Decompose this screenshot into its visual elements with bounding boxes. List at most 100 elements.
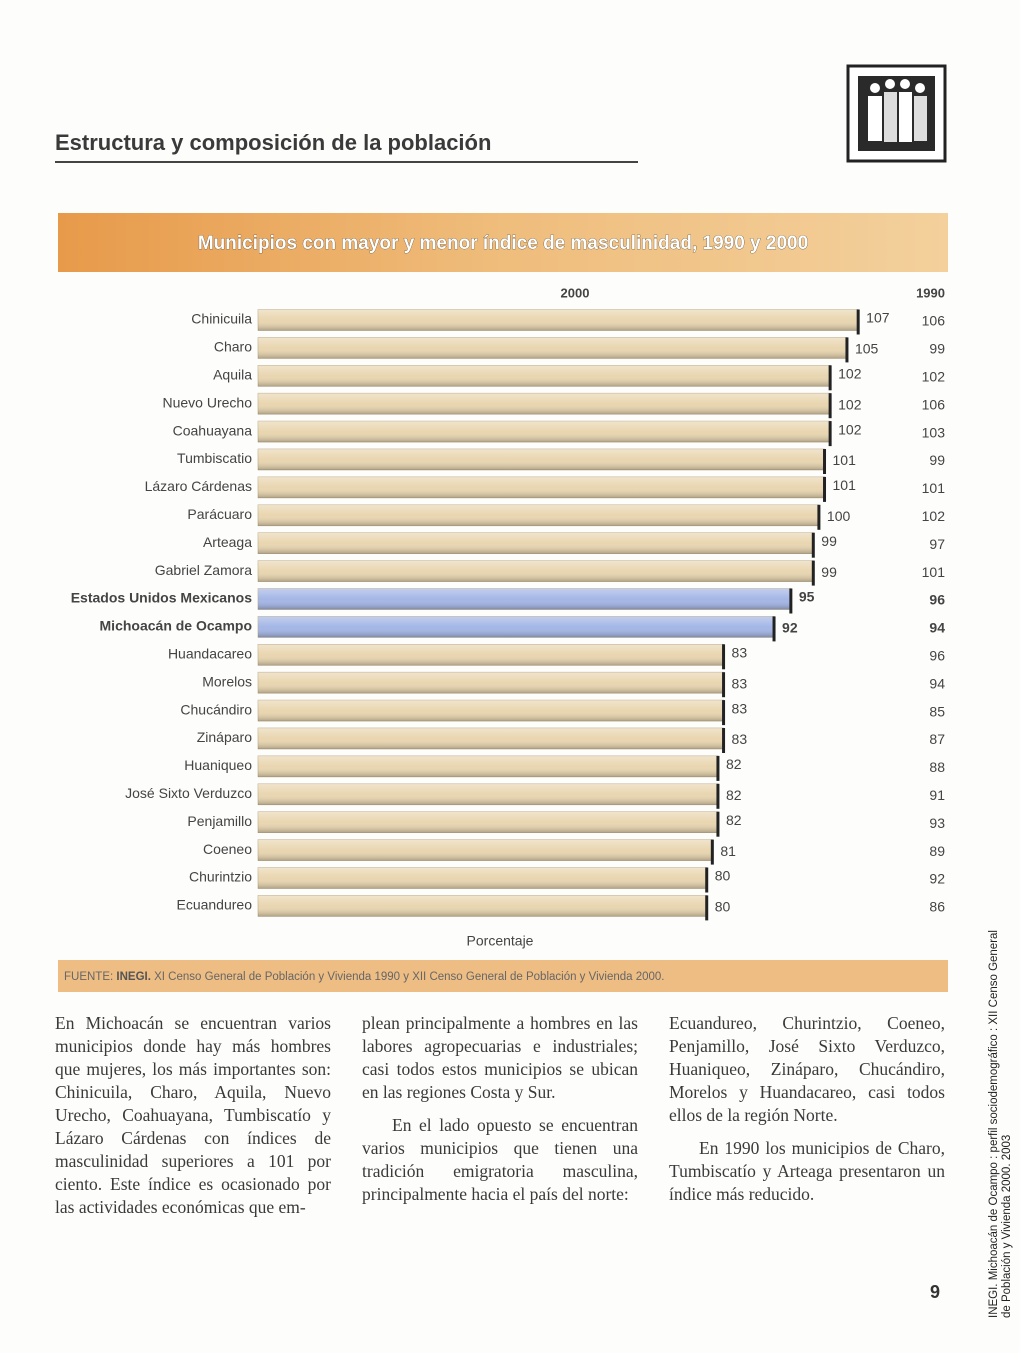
category-label: José Sixto Verduzco xyxy=(125,785,252,801)
category-label: Chucándiro xyxy=(180,701,252,717)
bar-shade xyxy=(258,421,831,443)
value-1990: 102 xyxy=(922,369,946,385)
bar-shade xyxy=(258,839,713,861)
bar-shade xyxy=(258,616,775,638)
category-label: Gabriel Zamora xyxy=(155,562,252,578)
category-label: Nuevo Urecho xyxy=(163,394,253,410)
source-band xyxy=(58,960,948,992)
category-label: Lázaro Cárdenas xyxy=(145,478,252,494)
bar-shade xyxy=(258,560,814,582)
bar-shade xyxy=(258,309,859,331)
category-label: Coeneo xyxy=(203,841,252,857)
chart: Municipios con mayor y menor índice de m… xyxy=(58,64,948,992)
category-label: Penjamillo xyxy=(187,813,252,829)
text-column: En Michoacán se encuentran varios munici… xyxy=(55,1012,331,1229)
value-1990: 94 xyxy=(929,675,945,691)
value-label: 80 xyxy=(715,899,731,915)
category-label: Churintzio xyxy=(189,869,252,885)
value-1990: 106 xyxy=(922,313,946,329)
value-label: 99 xyxy=(821,533,837,549)
logo xyxy=(846,64,947,163)
section-title: Estructura y composición de la población xyxy=(55,130,492,155)
source-org: INEGI. xyxy=(116,971,151,983)
category-label: Zináparo xyxy=(197,729,252,745)
value-label: 99 xyxy=(821,564,837,580)
bar-shade xyxy=(258,867,707,889)
bar-shade xyxy=(258,365,831,387)
title-rule xyxy=(55,161,638,163)
category-label: Huaniqueo xyxy=(184,757,252,773)
bar-shade xyxy=(258,588,791,610)
value-1990: 102 xyxy=(922,508,946,524)
value-label: 101 xyxy=(833,477,857,493)
text-column: plean principalmente a hombres en las la… xyxy=(362,1012,638,1216)
category-label: Aquila xyxy=(213,367,252,383)
value-label: 83 xyxy=(732,700,748,716)
bar-shade xyxy=(258,700,724,722)
value-label: 100 xyxy=(827,508,851,524)
category-label: Charo xyxy=(214,339,252,355)
value-1990: 86 xyxy=(929,899,945,915)
value-label: 102 xyxy=(838,366,862,382)
source-text: XI Censo General de Población y Vivienda… xyxy=(154,971,664,983)
column-header: 1990 xyxy=(916,285,945,300)
category-label: Morelos xyxy=(202,673,252,689)
bar-shade xyxy=(258,476,825,498)
bar-shade xyxy=(258,644,724,666)
category-label: Chinicuila xyxy=(191,311,252,327)
value-label: 101 xyxy=(833,452,857,468)
bar-shade xyxy=(258,672,724,694)
bar-shade xyxy=(258,783,718,805)
side-note-line: de Población y Vivienda 2000. 2003 xyxy=(1001,1134,1013,1318)
value-label: 80 xyxy=(715,868,731,884)
bar-shade xyxy=(258,337,847,359)
category-label: Estados Unidos Mexicanos xyxy=(71,590,252,606)
chart-title: Municipios con mayor y menor índice de m… xyxy=(198,233,808,254)
value-label: 81 xyxy=(720,843,736,859)
bar-shade xyxy=(258,449,825,470)
paragraph: Ecuandureo, Churintzio, Coeneo, Penjamil… xyxy=(669,1013,945,1125)
value-label: 82 xyxy=(726,787,742,803)
value-label: 95 xyxy=(799,589,815,605)
bar-shade xyxy=(258,393,831,415)
bar-shade xyxy=(258,532,814,554)
value-1990: 91 xyxy=(929,787,945,803)
value-1990: 96 xyxy=(929,648,945,664)
paragraph: En el lado opuesto se encuentran varios … xyxy=(362,1115,638,1204)
value-1990: 94 xyxy=(929,620,945,636)
svg-text:FUENTE: INEGI. XI Censo Genera: FUENTE: INEGI. XI Censo General de Pobla… xyxy=(64,971,665,983)
value-label: 92 xyxy=(782,620,798,636)
category-label: Coahuayana xyxy=(173,422,253,438)
bar-shade xyxy=(258,811,718,833)
value-1990: 106 xyxy=(922,396,946,412)
value-1990: 89 xyxy=(929,843,945,859)
paragraph: plean principalmente a hombres en las la… xyxy=(362,1013,638,1102)
value-1990: 101 xyxy=(922,564,946,580)
value-label: 82 xyxy=(726,812,742,828)
category-label: Ecuandureo xyxy=(176,897,252,913)
category-label: Parácuaro xyxy=(187,506,252,522)
value-1990: 87 xyxy=(929,731,945,747)
value-1990: 88 xyxy=(929,759,945,775)
side-note: INEGI. Michoacán de Ocampo : perfil soci… xyxy=(988,930,1014,1318)
bar-shade xyxy=(258,504,819,526)
page-number: 9 xyxy=(930,1282,941,1302)
bar-shade xyxy=(258,895,707,917)
value-label: 83 xyxy=(732,645,748,661)
x-axis-label: Porcentaje xyxy=(467,933,534,949)
chart-title-band xyxy=(58,213,948,272)
value-label: 105 xyxy=(855,341,879,357)
value-1990: 101 xyxy=(922,480,946,496)
value-1990: 97 xyxy=(929,536,945,552)
value-1990: 99 xyxy=(929,341,945,357)
value-1990: 103 xyxy=(922,424,946,440)
value-label: 107 xyxy=(866,310,890,326)
value-label: 102 xyxy=(838,421,862,437)
value-label: 83 xyxy=(732,731,748,747)
source-label: FUENTE: xyxy=(64,971,113,983)
side-note-line: INEGI. Michoacán de Ocampo : perfil soci… xyxy=(988,930,1000,1318)
value-1990: 99 xyxy=(929,452,945,468)
value-label: 102 xyxy=(838,396,862,412)
text-column: Ecuandureo, Churintzio, Coeneo, Penjamil… xyxy=(669,1012,945,1216)
